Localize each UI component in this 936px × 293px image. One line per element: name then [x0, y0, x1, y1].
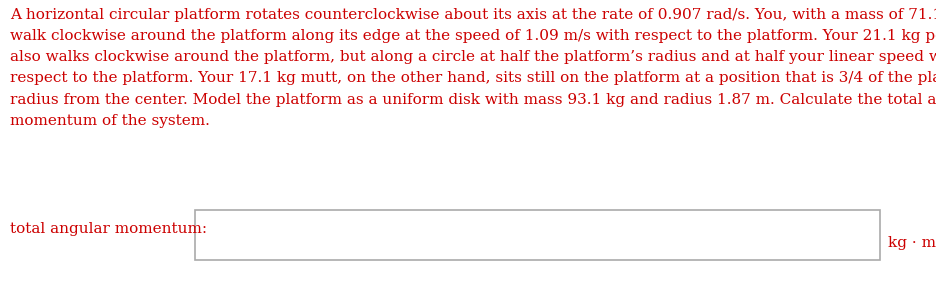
- Text: kg · m²/s: kg · m²/s: [888, 235, 936, 250]
- Text: total angular momentum:: total angular momentum:: [10, 222, 207, 236]
- Bar: [195, 210, 880, 260]
- Text: A horizontal circular platform rotates counterclockwise about its axis at the ra: A horizontal circular platform rotates c…: [10, 8, 936, 128]
